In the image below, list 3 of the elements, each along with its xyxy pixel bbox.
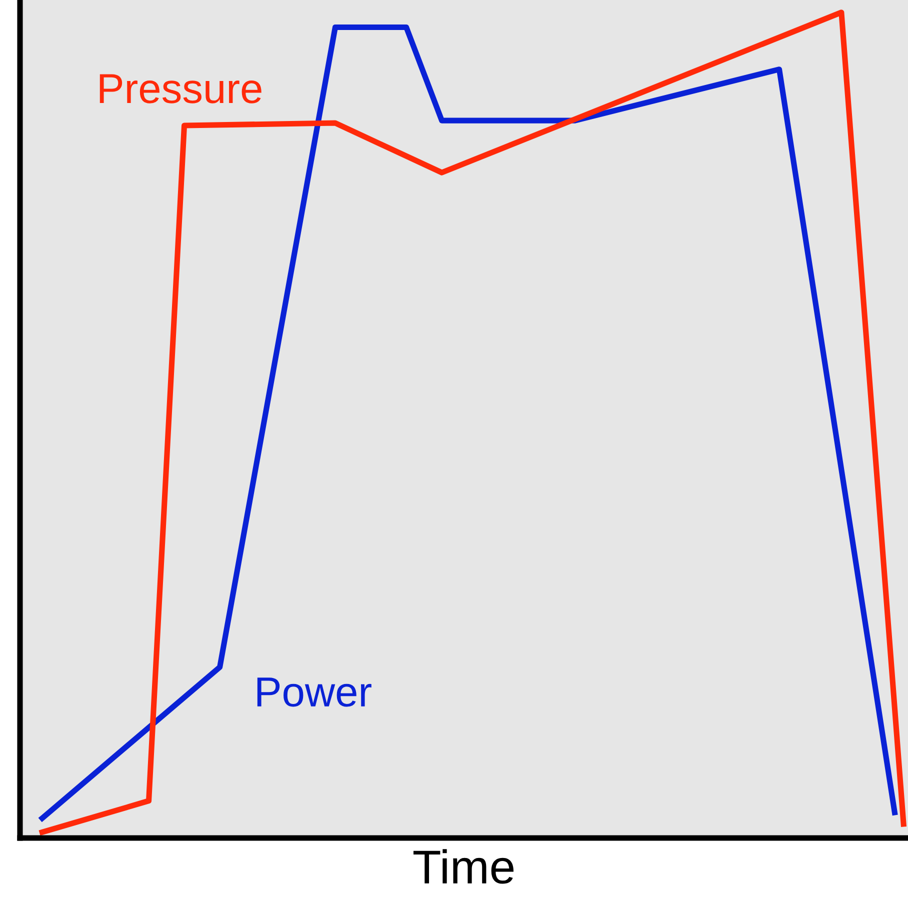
series-label: Power — [257, 678, 372, 707]
series-label: Pressure — [100, 74, 262, 104]
x-axis-title: Time — [413, 849, 514, 884]
